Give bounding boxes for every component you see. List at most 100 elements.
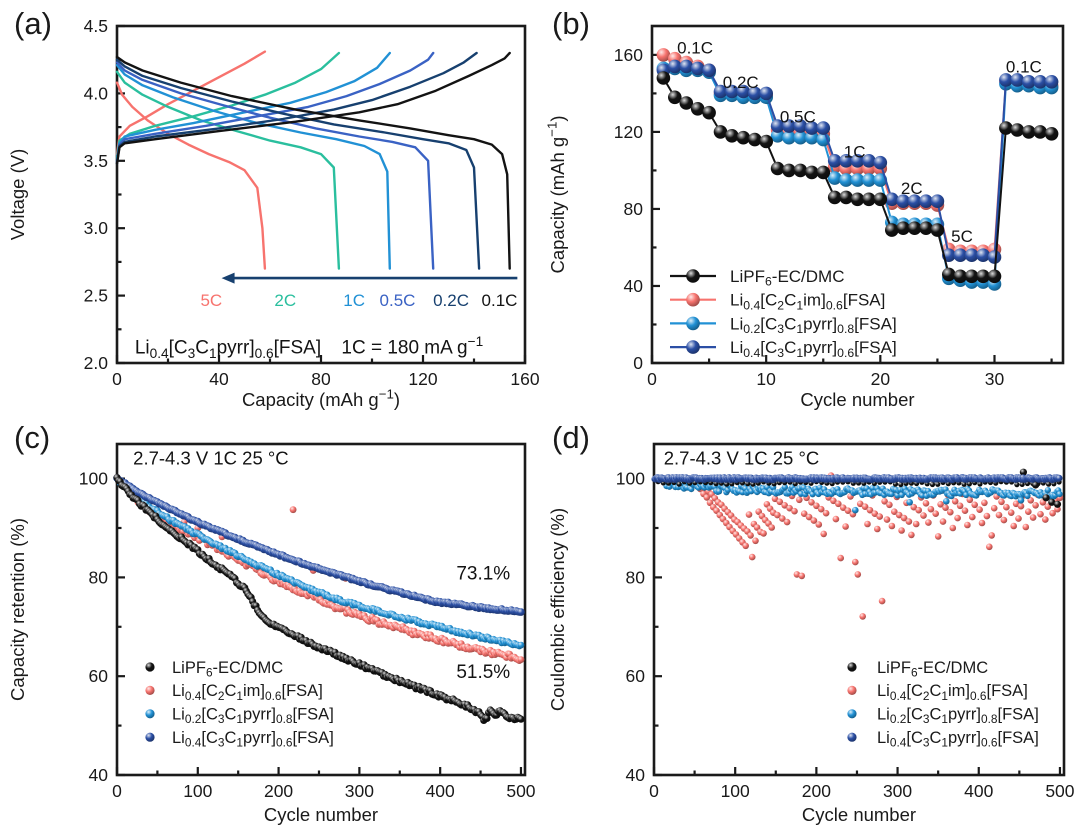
panel-d-coulombic-efficiency: 0 100 200 300 400 500 40 60 80 100 Cycle number Cou…	[540, 415, 1080, 830]
annotation: 0.5C	[380, 291, 416, 310]
legend-label: LiPF6-EC/DMC	[172, 659, 283, 680]
legend-label: Li0.4[C3C1pyrr]0.6[FSA]	[172, 729, 334, 750]
annotation: 2C	[901, 179, 923, 198]
x-tick-label: 200	[802, 781, 831, 801]
panel-d-chart: 0 100 200 300 400 500 40 60 80 100 Cycle number Cou…	[547, 442, 1075, 825]
series-0.5C-charge	[115, 51, 435, 164]
y-tick-label: 60	[626, 666, 646, 686]
series-LiPF6-outliers	[1019, 468, 1062, 508]
series-pyrr08-outliers	[852, 497, 1025, 514]
x-tick-label: 500	[1045, 781, 1074, 801]
x-tick-label: 100	[183, 781, 212, 801]
x-tick-label: 160	[510, 369, 539, 389]
legend-label: Li0.4[C2C1im]0.6[FSA]	[877, 682, 1028, 703]
x-tick-label: 200	[264, 781, 293, 801]
series-0.2C-discharge	[115, 58, 481, 270]
series-Li0.2[C3C1pyrr]0.8[FSA]	[659, 476, 1063, 500]
y-tick-label: 80	[89, 567, 109, 587]
x-tick-label: 0	[112, 369, 122, 389]
y-tick-label: 160	[614, 45, 643, 65]
x-tick-label: 500	[506, 781, 535, 801]
x-tick-label: 30	[985, 369, 1005, 389]
panel-a-chart: 0 40 80 120 160 2.0 2.5 3.0 3.5 4.0 4.5 Capacity (m…	[7, 16, 540, 410]
legend: LiPF6-EC/DMCLi0.4[C2C1im]0.6[FSA]Li0.2[C…	[670, 267, 897, 360]
x-axis-label: Cycle number	[800, 389, 914, 410]
y-tick-label: 3.0	[84, 218, 109, 238]
annotation: 0.1C	[482, 291, 518, 310]
legend-label: Li0.4[C3C1pyrr]0.6[FSA]	[877, 729, 1039, 750]
x-axis-label: Cycle number	[264, 804, 378, 825]
y-tick-label: 40	[626, 765, 646, 785]
y-tick-label: 80	[626, 567, 646, 587]
annotation: 1C	[343, 291, 365, 310]
x-tick-label: 400	[964, 781, 993, 801]
legend-label: Li0.2[C3C1pyrr]0.8[FSA]	[172, 706, 334, 727]
legend-label: Li0.4[C2C1im]0.6[FSA]	[730, 291, 885, 313]
panel-letter-b: (b)	[552, 6, 590, 41]
rate-direction-arrow	[221, 272, 518, 284]
series-0.1C-discharge	[115, 55, 511, 270]
panel-b-rate-capability: 0 10 20 30 0 40 80 120 160 Cycle number Capacity (…	[540, 0, 1080, 415]
y-axis-label: Capacity (mAh g−1)	[545, 115, 568, 273]
y-tick-label: 120	[614, 122, 643, 142]
y-tick-label: 60	[89, 666, 109, 686]
annotation: 51.5%	[456, 662, 510, 683]
panel-c-chart: 0 100 200 300 400 500 40 60 80 100 Cycle number Cap…	[7, 442, 536, 825]
series-2C-discharge	[115, 70, 341, 270]
series-Li0.4[C3C1pyrr]0.6[FSA]	[651, 474, 1063, 484]
annotation: 1C	[844, 142, 866, 161]
y-tick-label: 2.5	[84, 286, 108, 306]
legend-label: LiPF6-EC/DMC	[877, 659, 988, 680]
y-axis-label: Capacity retention (%)	[7, 518, 28, 701]
legend-label: Li0.4[C3C1pyrr]0.6[FSA]	[730, 338, 897, 360]
y-tick-label: 4.0	[84, 83, 109, 103]
series-LiPF6-EC/DMC	[113, 474, 525, 724]
series-Li0.4[C3C1pyrr]0.6[FSA]	[113, 474, 525, 616]
series-0.1C-charge	[115, 51, 511, 165]
legend-label: Li0.4[C2C1im]0.6[FSA]	[172, 682, 323, 703]
panel-letter-c: (c)	[14, 420, 51, 455]
y-tick-label: 40	[624, 276, 644, 296]
y-tick-label: 0	[633, 353, 643, 373]
y-tick-label: 4.5	[84, 16, 108, 36]
x-tick-label: 0	[112, 781, 122, 801]
legend-label: Li0.2[C3C1pyrr]0.8[FSA]	[877, 706, 1039, 727]
x-tick-label: 300	[883, 781, 912, 801]
x-tick-label: 0	[649, 781, 659, 801]
panel-c-capacity-retention: 0 100 200 300 400 500 40 60 80 100 Cycle number Cap…	[0, 415, 540, 830]
annotation: 0.2C	[433, 291, 469, 310]
y-tick-label: 100	[616, 469, 645, 489]
y-tick-label: 40	[89, 765, 109, 785]
annotation: 1C = 180 mA g−1​	[341, 334, 483, 359]
series-Li0.4[C3C1pyrr]0.6[FSA]	[656, 59, 1059, 264]
axes: 0 10 20 30 0 40 80 120 160	[614, 24, 1065, 389]
y-tick-label: 80	[624, 199, 644, 219]
series-1C-discharge	[115, 63, 391, 270]
series-5C-discharge	[115, 81, 267, 270]
series-5C-charge	[115, 50, 267, 156]
y-tick-label: 100	[79, 469, 108, 489]
annotation: 2.7-4.3 V 1C 25 °C	[133, 447, 288, 468]
annotation: 2C	[274, 291, 296, 310]
x-tick-label: 400	[426, 781, 455, 801]
x-tick-label: 10	[756, 369, 776, 389]
annotation: Li0.4[C3C1pyrr]0.6[FSA]	[135, 338, 321, 361]
annotation: 0.1C	[677, 38, 713, 57]
x-tick-label: 300	[345, 781, 374, 801]
panel-letter-a: (a)	[14, 6, 52, 41]
y-tick-label: 3.5	[84, 151, 108, 171]
series-Li0.4[C2C1im]0.6[FSA]	[695, 472, 1064, 620]
panel-a-voltage-capacity: 0 40 80 120 160 2.0 2.5 3.0 3.5 4.0 4.5 Capacity (m…	[0, 0, 540, 415]
x-axis-label: Capacity (mAh g−1)	[242, 387, 400, 410]
x-axis-label: Cycle number	[802, 804, 916, 825]
x-tick-label: 20	[871, 369, 891, 389]
x-tick-label: 80	[311, 369, 331, 389]
x-tick-label: 120	[408, 369, 437, 389]
axes: 0 100 200 300 400 500 40 60 80 100	[79, 442, 536, 801]
x-tick-label: 100	[721, 781, 750, 801]
annotation: 2.7-4.3 V 1C 25 °C	[664, 447, 819, 468]
annotation: 5C	[951, 227, 973, 246]
